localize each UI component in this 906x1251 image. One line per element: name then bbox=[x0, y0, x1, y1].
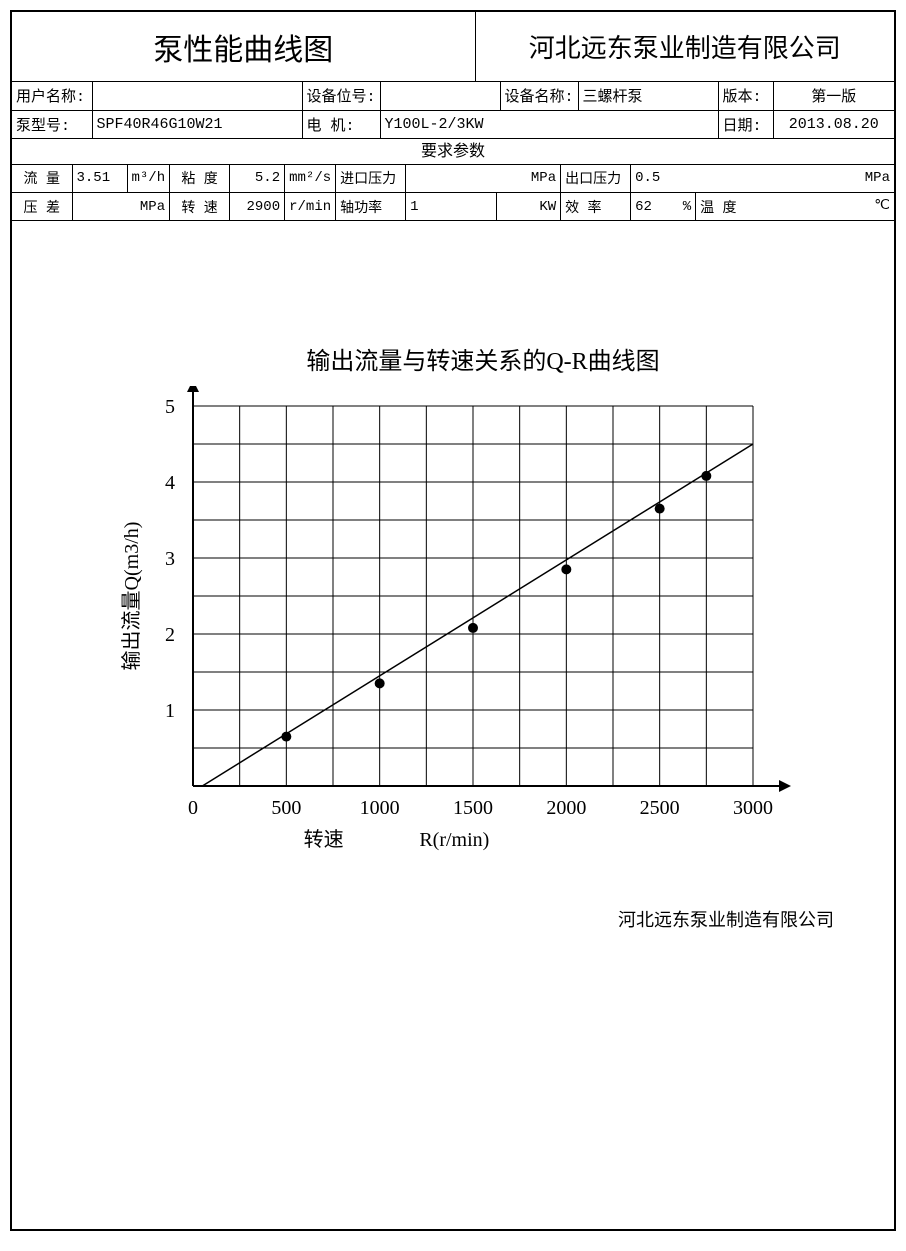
speed-unit: r/min bbox=[285, 193, 336, 221]
out-press-cell: 0.5 MPa bbox=[631, 165, 894, 193]
flow-value: 3.51 bbox=[72, 165, 127, 193]
speed-label: 转 速 bbox=[170, 193, 230, 221]
power-label: 轴功率 bbox=[336, 193, 406, 221]
chart-wrapper: 0 500 1000 1500 2000 2500 3000 1 2 3 4 5 输出流量Q(m3/h)… bbox=[52, 386, 854, 906]
eff-cell: 62 % bbox=[631, 193, 696, 221]
svg-text:1: 1 bbox=[165, 700, 175, 722]
sheet-container: 泵性能曲线图 河北远东泵业制造有限公司 用户名称: 设备位号: 设备名称: 三螺… bbox=[10, 10, 896, 1231]
device-name-label: 设备名称: bbox=[500, 82, 578, 110]
svg-text:R(r/min): R(r/min) bbox=[419, 829, 489, 851]
svg-text:500: 500 bbox=[271, 797, 301, 819]
svg-text:2000: 2000 bbox=[546, 797, 586, 819]
visc-label: 粘 度 bbox=[170, 165, 230, 193]
svg-text:1000: 1000 bbox=[360, 797, 400, 819]
motor-label: 电 机: bbox=[302, 110, 380, 138]
chart-footer-company: 河北远东泵业制造有限公司 bbox=[618, 906, 834, 932]
in-press-label: 进口压力 bbox=[336, 165, 406, 193]
eff-value: 62 bbox=[635, 199, 652, 215]
device-pos-label: 设备位号: bbox=[302, 82, 380, 110]
user-value bbox=[92, 82, 302, 110]
device-pos-value bbox=[380, 82, 500, 110]
date-label: 日期: bbox=[718, 110, 773, 138]
doc-title: 泵性能曲线图 bbox=[12, 12, 476, 81]
svg-text:0: 0 bbox=[188, 797, 198, 819]
power-unit: KW bbox=[497, 193, 561, 221]
version-value: 第一版 bbox=[773, 82, 894, 110]
svg-text:3: 3 bbox=[165, 548, 175, 570]
chart-area: 输出流量与转速关系的Q-R曲线图 0 500 1000 1500 2000 2500 300… bbox=[12, 221, 894, 946]
diff-label: 压 差 bbox=[12, 193, 72, 221]
date-value: 2013.08.20 bbox=[773, 110, 894, 138]
power-value: 1 bbox=[406, 193, 497, 221]
out-press-value: 0.5 bbox=[635, 170, 660, 186]
in-press-unit: MPa bbox=[406, 165, 561, 193]
temp-label: 温 度 bbox=[700, 197, 736, 217]
pump-model-label: 泵型号: bbox=[12, 110, 92, 138]
eff-label: 效 率 bbox=[561, 193, 631, 221]
out-press-label: 出口压力 bbox=[561, 165, 631, 193]
temp-cell: 温 度 ℃ bbox=[696, 193, 894, 221]
qr-chart: 0 500 1000 1500 2000 2500 3000 1 2 3 4 5 输出流量Q(m3/h)… bbox=[93, 386, 813, 906]
flow-unit: m³/h bbox=[127, 165, 170, 193]
speed-value: 2900 bbox=[230, 193, 285, 221]
out-press-unit: MPa bbox=[865, 170, 890, 186]
svg-text:2500: 2500 bbox=[640, 797, 680, 819]
pump-model-value: SPF40R46G10W21 bbox=[92, 110, 302, 138]
svg-text:输出流量Q(m3/h): 输出流量Q(m3/h) bbox=[120, 522, 143, 671]
company-name: 河北远东泵业制造有限公司 bbox=[476, 12, 894, 81]
chart-title: 输出流量与转速关系的Q-R曲线图 bbox=[112, 341, 854, 376]
svg-text:5: 5 bbox=[165, 396, 175, 418]
svg-text:2: 2 bbox=[165, 624, 175, 646]
diff-unit: MPa bbox=[72, 193, 170, 221]
params-section-title: 要求参数 bbox=[12, 139, 894, 165]
visc-value: 5.2 bbox=[230, 165, 285, 193]
params-table: 流 量 3.51 m³/h 粘 度 5.2 mm²/s 进口压力 MPa 出口压… bbox=[12, 165, 894, 222]
user-label: 用户名称: bbox=[12, 82, 92, 110]
device-name-value: 三螺杆泵 bbox=[578, 82, 718, 110]
version-label: 版本: bbox=[718, 82, 773, 110]
flow-label: 流 量 bbox=[12, 165, 72, 193]
svg-text:1500: 1500 bbox=[453, 797, 493, 819]
temp-unit: ℃ bbox=[874, 197, 890, 217]
info-table: 用户名称: 设备位号: 设备名称: 三螺杆泵 版本: 第一版 泵型号: SPF4… bbox=[12, 82, 894, 139]
motor-value: Y100L-2/3KW bbox=[380, 110, 718, 138]
svg-text:4: 4 bbox=[165, 472, 175, 494]
svg-text:转速: 转速 bbox=[304, 828, 344, 851]
visc-unit: mm²/s bbox=[285, 165, 336, 193]
eff-unit: % bbox=[683, 199, 691, 215]
svg-text:3000: 3000 bbox=[733, 797, 773, 819]
header-row: 泵性能曲线图 河北远东泵业制造有限公司 bbox=[12, 12, 894, 82]
